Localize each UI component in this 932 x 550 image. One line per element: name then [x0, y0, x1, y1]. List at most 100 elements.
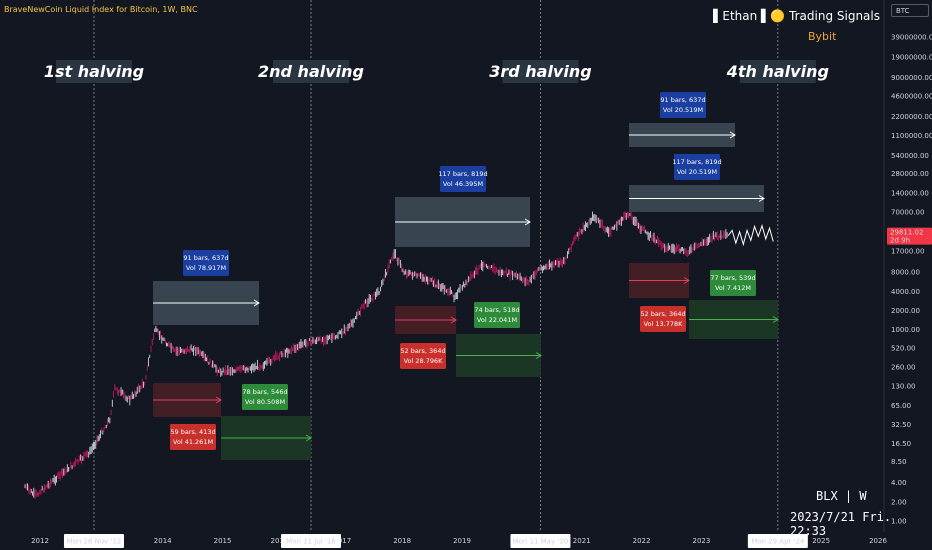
halving-date-badge [747, 534, 808, 548]
halving-title-bg [55, 60, 132, 83]
price-tick-label: 65.00 [891, 402, 911, 410]
halving-date-label: Mon 11 May '20 [513, 538, 569, 546]
time-tick-label: 2018 [393, 537, 411, 545]
price-tick-label: 9000000.00 [891, 74, 932, 82]
halving-title: 2nd halving [258, 60, 364, 83]
price-tick-label: 130.00 [891, 383, 916, 391]
price-tick-label: 19000000.00 [891, 53, 932, 61]
price-scale[interactable]: 39000000.00 19000000.00 9000000.00 4600000.… [883, 0, 932, 550]
price-tick-label: 39000000.00 [891, 33, 932, 41]
exchange-label: Bybit [808, 30, 837, 43]
info-label-accumulation: 78 bars, 546d Vol 80.508M [242, 384, 288, 410]
info-label-bg [474, 302, 520, 328]
price-tick-label: 1000.00 [891, 326, 920, 334]
info-label-bg [170, 424, 216, 450]
proj-box-2 [629, 185, 765, 212]
info-label-projection_819: 117 bars, 819d Vol 20.519M [672, 154, 722, 180]
info-label-projection_637: 91 bars, 637d Vol 20.519M [660, 92, 706, 118]
time-scale-background [0, 532, 884, 550]
bear-box-2 [395, 306, 457, 334]
halving-title-text: 1st halving [44, 62, 144, 81]
info-label-line: 91 bars, 637d [183, 254, 228, 262]
price-tick-label: 16.50 [891, 440, 911, 448]
bear-box-1 [153, 383, 222, 417]
info-label-line: Vol 80.508M [245, 398, 285, 406]
watermark-datetime: 2023/7/21 Fri. 22:33 [790, 510, 892, 538]
range-arrow-head [215, 396, 222, 404]
price-tick-label: 32.50 [891, 421, 911, 429]
price-tick-label: 280000.00 [891, 170, 929, 178]
range-arrow-head [450, 316, 457, 324]
accum-box-2 [456, 334, 542, 377]
info-labels: 91 bars, 637d Vol 78.917M 59 bars, 413d Vol… [170, 92, 756, 450]
info-label-line: 117 bars, 819d [438, 170, 487, 178]
price-tick-label: 4.00 [891, 479, 907, 487]
current-price-value: 29811.02 [890, 229, 923, 237]
range-arrow-head [683, 277, 690, 284]
price-tick-label: 2000.00 [891, 307, 920, 315]
time-tick-label: 2016 [271, 537, 289, 545]
range-arrow-head [524, 218, 531, 226]
info-label-line: Vol 28.796K [404, 357, 444, 365]
range-arrow-head [772, 316, 779, 323]
time-tick-label: 2025 [812, 537, 830, 545]
info-label-line: 59 bars, 413d [170, 428, 215, 436]
price-tick-label: 2200000.00 [891, 113, 932, 121]
info-label-accumulation_projection: 77 bars, 539d Vol 7.412M [710, 270, 756, 296]
proj-box-1 [629, 123, 736, 147]
projection-path [727, 224, 774, 247]
range-arrow-head [305, 434, 312, 442]
symbol-title: BraveNewCoin Liquid Index for Bitcoin, 1… [4, 5, 198, 14]
time-tick-label: 2014 [154, 537, 172, 545]
halving-date-badge [63, 534, 124, 548]
halving-lines [93, 0, 779, 532]
time-tick-label: 2012 [31, 537, 49, 545]
currency-button[interactable]: BTC [891, 4, 929, 17]
halving-title: 4th halving [726, 60, 829, 83]
halving-title-text: 4th halving [726, 62, 829, 81]
halving-title-bg [502, 60, 579, 83]
price-tick-label: 540000.00 [891, 152, 929, 160]
info-label-line: Vol 41.261M [173, 438, 213, 446]
halving-title-text: 2nd halving [258, 62, 364, 81]
time-tick-label: 2017 [333, 537, 351, 545]
info-label-bear: 59 bars, 413d Vol 41.261M [170, 424, 216, 450]
info-label-line: Vol 46.395M [443, 180, 483, 188]
info-label-bg [660, 92, 706, 118]
price-tick-label: 8000.00 [891, 269, 920, 277]
info-label-line: 78 bars, 546d [242, 388, 287, 396]
info-label-line: Vol 22.041M [477, 316, 517, 324]
price-series [24, 211, 774, 499]
accum-box-3 [689, 300, 779, 339]
info-label-line: 52 bars, 364d [400, 347, 445, 355]
time-scale[interactable]: 2012 2014 2015 2016 2017 2018 2019 2021 2022 2023… [0, 532, 887, 550]
halving-title: 3rd halving [489, 60, 592, 83]
info-label-bg [710, 270, 756, 296]
price-tick-label: 8.50 [891, 458, 907, 466]
range-arrow-head [535, 352, 542, 359]
range-arrow-head [253, 299, 260, 307]
info-label-accumulation: 74 bars, 518d Vol 22.041M [474, 302, 520, 328]
info-label-line: 91 bars, 637d [660, 96, 705, 104]
info-label-line: Vol 20.519M [663, 106, 703, 114]
info-label-bg [183, 250, 229, 276]
time-tick-label: 2019 [453, 537, 471, 545]
halving-date-label: Mon 11 Jul '16 [286, 538, 336, 546]
halving-date-badge [510, 534, 571, 548]
halving-title: 1st halving [44, 60, 144, 83]
price-tick-label: 2.00 [891, 498, 907, 506]
info-label-line: 52 bars, 364d [640, 310, 685, 318]
info-label-bg [400, 343, 446, 369]
range-arrow-head [758, 195, 765, 202]
price-scale-background [884, 0, 932, 550]
range-arrow-head [729, 131, 736, 139]
halving-date-label: Mon 26 Nov '12 [67, 538, 122, 546]
info-label-line: 77 bars, 539d [710, 274, 755, 282]
price-tick-label: 1100000.00 [891, 132, 932, 140]
halving-title-text: 3rd halving [489, 62, 591, 81]
halving-title-bg [272, 60, 349, 83]
info-label-line: Vol 13.778K [644, 320, 684, 328]
info-label-bg [640, 306, 686, 332]
price-tick-label: 4600000.00 [891, 93, 932, 101]
